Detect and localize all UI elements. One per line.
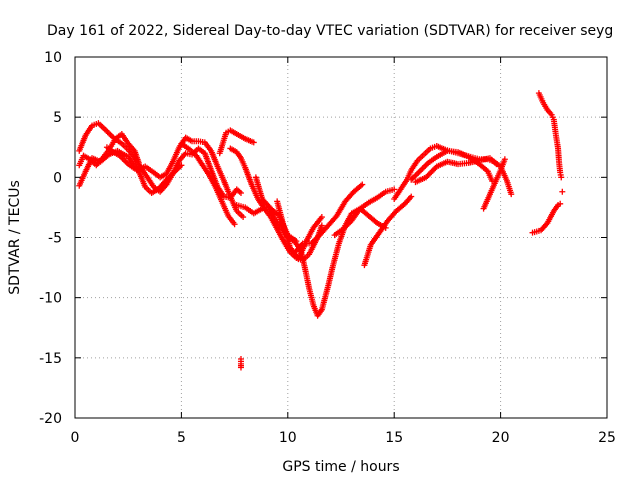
data-point-interp bbox=[420, 164, 427, 171]
data-point bbox=[558, 174, 565, 181]
data-points bbox=[76, 90, 566, 371]
data-point-interp bbox=[411, 173, 418, 180]
data-point-interp bbox=[422, 162, 429, 169]
data-point bbox=[237, 364, 244, 371]
data-point bbox=[493, 161, 500, 168]
data-point-interp bbox=[419, 165, 426, 172]
x-tick-label: 0 bbox=[71, 430, 80, 446]
data-point bbox=[359, 181, 366, 188]
data-point-interp bbox=[122, 158, 129, 165]
x-tick-label: 25 bbox=[598, 430, 616, 446]
data-point-interp bbox=[106, 130, 113, 137]
data-point bbox=[240, 214, 247, 221]
data-point-interp bbox=[418, 166, 425, 173]
data-point bbox=[250, 139, 257, 146]
x-tick-label: 15 bbox=[385, 430, 403, 446]
y-axis-label: SDTVAR / TECUs bbox=[7, 180, 23, 295]
y-tick-label: -15 bbox=[39, 351, 62, 367]
data-point bbox=[318, 222, 325, 229]
data-point bbox=[557, 200, 564, 207]
data-point bbox=[391, 186, 398, 193]
y-tick-label: -10 bbox=[39, 291, 62, 307]
data-point bbox=[318, 214, 325, 221]
data-point bbox=[135, 159, 142, 166]
data-point bbox=[416, 168, 423, 175]
y-tick-label: 10 bbox=[44, 50, 62, 66]
y-axis: -20 -15 -10 -5 0 5 10 bbox=[39, 50, 607, 427]
chart-title: Day 161 of 2022, Sidereal Day-to-day VTE… bbox=[47, 23, 613, 39]
data-point bbox=[508, 191, 515, 198]
x-tick-label: 20 bbox=[492, 430, 510, 446]
y-tick-label: 0 bbox=[53, 170, 62, 186]
data-point-interp bbox=[415, 169, 422, 176]
data-point-interp bbox=[103, 127, 110, 134]
x-axis-label: GPS time / hours bbox=[282, 459, 399, 475]
x-axis: 0 5 10 15 20 25 bbox=[71, 57, 616, 446]
data-point bbox=[293, 238, 300, 245]
y-tick-label: -5 bbox=[48, 231, 62, 247]
data-point bbox=[408, 193, 415, 200]
x-tick-label: 5 bbox=[177, 430, 186, 446]
y-tick-label: 5 bbox=[53, 110, 62, 126]
data-point-interp bbox=[104, 129, 111, 136]
data-point-interp bbox=[413, 171, 420, 178]
data-point-interp bbox=[412, 172, 419, 179]
y-tick-label: -20 bbox=[39, 411, 62, 427]
data-point bbox=[559, 188, 566, 195]
x-tick-label: 10 bbox=[279, 430, 297, 446]
data-point bbox=[501, 156, 508, 163]
data-point bbox=[237, 189, 244, 196]
data-point-interp bbox=[107, 131, 114, 138]
data-point bbox=[231, 221, 238, 228]
